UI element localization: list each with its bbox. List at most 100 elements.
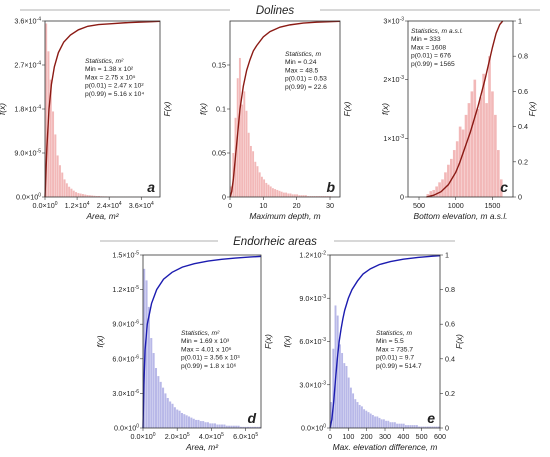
x-tick-times: ×10 xyxy=(141,432,153,441)
histogram-bar xyxy=(367,412,370,428)
x-tick-mantissa: 3.6 xyxy=(129,201,139,210)
histogram-bar xyxy=(243,91,246,197)
x-tick-exponent: 5 xyxy=(255,432,258,438)
histogram-bar xyxy=(435,186,438,197)
histogram-bar xyxy=(441,179,444,197)
x-tick-label: 1.2×104 xyxy=(65,201,90,210)
y-tick-exponent: -6 xyxy=(135,389,140,395)
histogram-bar xyxy=(411,425,414,428)
y-tick-times: ×10 xyxy=(26,193,38,202)
y-tick-mantissa: 1.2 xyxy=(112,285,122,294)
x-tick-times: ×10 xyxy=(209,432,221,441)
y-tick-label: 2.7×10-4 xyxy=(14,61,41,70)
histogram-bar xyxy=(237,425,240,428)
histogram-bar xyxy=(320,196,323,197)
cdf-line xyxy=(44,20,161,198)
histogram-bar xyxy=(464,114,468,197)
histogram-bar xyxy=(302,195,305,197)
histogram-bar xyxy=(230,425,233,428)
histogram-bar xyxy=(187,416,191,428)
histogram-bar xyxy=(278,190,281,197)
y-tick-exponent: -3 xyxy=(400,17,405,23)
histogram-bar xyxy=(68,186,71,197)
histogram-bar xyxy=(54,134,57,197)
histogram-bar xyxy=(313,196,316,197)
histogram-bar xyxy=(276,189,279,197)
statistics-line: Max = 1608 xyxy=(411,44,446,51)
histogram-bar xyxy=(251,426,254,428)
y-tick-times: ×10 xyxy=(311,424,323,433)
y-tick-mantissa: 1.2 xyxy=(299,251,309,260)
statistics-line: p(0.99) = 514.7 xyxy=(376,363,422,370)
histogram-bar xyxy=(75,192,78,197)
histogram-bar xyxy=(271,188,274,197)
statistics-line: p(0.01) = 676 xyxy=(411,53,451,60)
y2-tick-label: 0.2 xyxy=(518,157,528,166)
histogram-bar xyxy=(352,393,355,428)
histogram-bar xyxy=(409,425,412,428)
histogram-bar xyxy=(79,193,82,197)
statistics-heading-label: Statistics, xyxy=(285,51,314,58)
histogram-bar xyxy=(329,196,332,197)
statistics-line: Min = 333 xyxy=(411,36,441,43)
histogram-bar xyxy=(258,426,261,428)
y-axis-label-right: F(x) xyxy=(454,334,464,349)
statistics-line: Min = 5.5 xyxy=(376,338,404,345)
histogram-bar xyxy=(371,415,374,428)
y-tick-exponent: -2 xyxy=(322,251,327,257)
statistics-heading-label: Statistics, xyxy=(376,330,405,337)
panel-letter: d xyxy=(247,410,256,426)
x-tick-label: 300 xyxy=(379,432,391,441)
y-tick-times: ×10 xyxy=(122,285,134,294)
y2-tick-label: 0 xyxy=(518,193,522,202)
histogram-bar xyxy=(396,423,399,428)
y-tick-label: 0.0×100 xyxy=(301,424,326,433)
x-tick-mantissa: 0.0 xyxy=(33,201,43,210)
histogram-bar xyxy=(349,387,352,428)
y-tick-mantissa: 2.7 xyxy=(14,61,24,70)
statistics-line: Max = 4.01 x 10⁶ xyxy=(181,346,232,353)
y-axis-label-right: F(x) xyxy=(342,101,352,116)
histogram-bar xyxy=(435,426,438,428)
statistics-line: p(0.01) = 3.56 x 10³ xyxy=(181,355,240,362)
x-tick-times: ×10 xyxy=(175,432,187,441)
histogram-bar xyxy=(52,111,55,197)
y2-tick-label: 0.2 xyxy=(445,389,455,398)
y-tick-times: ×10 xyxy=(124,424,136,433)
histogram-bar xyxy=(424,426,427,428)
x-tick-label: 0 xyxy=(228,201,232,210)
y-tick-times: ×10 xyxy=(24,149,36,158)
histogram-bar xyxy=(209,423,212,428)
x-tick-exponent: 4 xyxy=(151,201,154,207)
histogram-bar xyxy=(420,426,423,428)
histogram-bar xyxy=(309,196,312,197)
y-tick-times: ×10 xyxy=(24,17,36,26)
histogram-bar xyxy=(431,426,434,428)
y-tick-times: ×10 xyxy=(309,251,321,260)
x-tick-mantissa: 4.0 xyxy=(199,432,209,441)
histogram-bar xyxy=(195,419,198,428)
histogram-bar xyxy=(157,376,160,428)
y-tick-exponent: -4 xyxy=(37,17,42,23)
histogram-bar xyxy=(239,426,242,428)
statistics-line: Max = 735.7 xyxy=(376,346,413,353)
histogram-bar xyxy=(247,132,250,197)
histogram-bar xyxy=(407,425,410,428)
y-axis-label-right: F(x) xyxy=(162,101,172,116)
histogram-bar xyxy=(470,91,474,197)
x-tick-label: 20 xyxy=(293,201,301,210)
y-tick-mantissa: 3.0 xyxy=(299,380,309,389)
histogram-bar xyxy=(199,421,202,428)
histogram-bar xyxy=(63,179,66,197)
y-tick-label: 1.2×10-5 xyxy=(112,285,139,294)
y-tick-label: 0.1 xyxy=(216,105,226,114)
panel-letter: b xyxy=(326,179,335,195)
histogram-bar xyxy=(185,415,188,428)
dolines-section-title: Dolines xyxy=(256,5,295,17)
histogram-bar xyxy=(242,426,245,428)
x-tick-times: ×10 xyxy=(243,432,255,441)
histogram-bar xyxy=(202,421,205,428)
histogram-bar xyxy=(173,407,176,428)
x-tick-label: 3.6×104 xyxy=(129,201,154,210)
